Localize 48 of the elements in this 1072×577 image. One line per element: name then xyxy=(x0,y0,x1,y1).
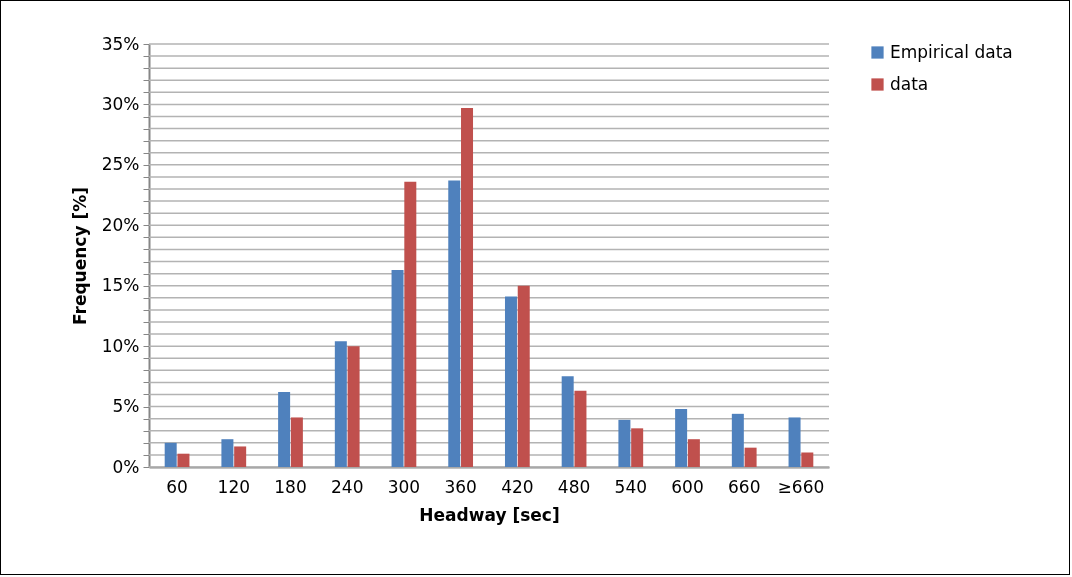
bar xyxy=(177,453,190,467)
y-tick-label: 20% xyxy=(101,214,140,235)
x-tick-label: 420 xyxy=(501,476,534,497)
bar xyxy=(334,341,347,467)
bar xyxy=(347,346,360,467)
y-tick-label: 10% xyxy=(101,335,140,356)
bar xyxy=(164,442,177,467)
bar xyxy=(675,408,688,467)
bar xyxy=(744,447,757,467)
x-tick-label: 480 xyxy=(557,476,591,497)
x-tick-label: 180 xyxy=(274,476,307,497)
bar xyxy=(234,446,247,467)
x-tick-label: 660 xyxy=(727,476,761,497)
bar xyxy=(290,417,303,467)
x-tick-label: ≥660 xyxy=(777,476,825,497)
bar xyxy=(574,390,587,467)
bar xyxy=(391,270,404,467)
legend-label: Empirical data xyxy=(890,41,1013,62)
bar xyxy=(517,285,530,467)
legend-label: data xyxy=(890,73,929,94)
bar xyxy=(631,428,644,467)
bar xyxy=(788,417,801,467)
bar xyxy=(504,296,517,467)
bar xyxy=(404,181,417,467)
x-tick-label: 60 xyxy=(166,476,188,497)
bar xyxy=(221,439,234,467)
bar xyxy=(731,413,744,467)
bar xyxy=(618,419,631,467)
bar xyxy=(448,180,461,467)
bar xyxy=(561,376,574,467)
x-tick-label: 360 xyxy=(444,476,477,497)
bar xyxy=(801,452,814,467)
y-tick-label: 35% xyxy=(101,33,140,54)
y-tick-label: 30% xyxy=(101,93,140,114)
x-tick-label: 300 xyxy=(387,476,421,497)
x-tick-label: 120 xyxy=(217,476,251,497)
bar xyxy=(687,439,700,467)
y-tick-label: 0% xyxy=(112,456,140,477)
y-tick-label: 5% xyxy=(112,396,140,417)
bar xyxy=(278,392,291,467)
y-tick-label: 15% xyxy=(101,275,140,296)
y-tick-label: 25% xyxy=(101,154,140,175)
bar xyxy=(461,108,474,467)
x-axis-title: Headway [sec] xyxy=(419,504,560,525)
x-tick-label: 240 xyxy=(330,476,364,497)
y-axis-title: Frequency [%] xyxy=(69,187,90,325)
x-tick-label: 600 xyxy=(671,476,704,497)
x-tick-label: 540 xyxy=(614,476,648,497)
